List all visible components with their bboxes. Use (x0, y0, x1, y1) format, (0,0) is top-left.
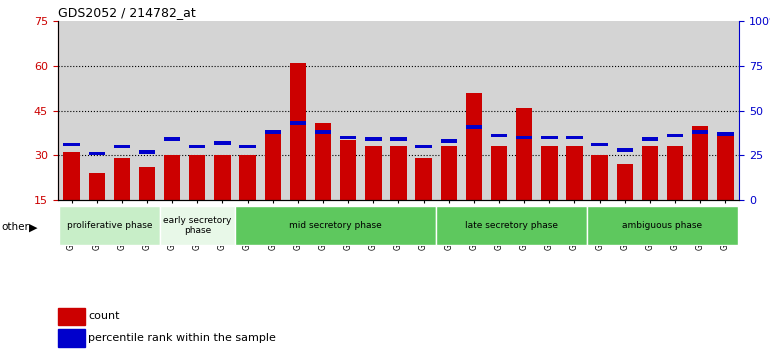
Bar (59, 206, 159, 245)
Bar (587, 206, 738, 245)
Text: other: other (2, 222, 29, 232)
Bar (491, 134, 507, 137)
Bar (114, 158, 130, 200)
Bar (617, 148, 633, 152)
Bar (63, 143, 80, 147)
Bar (58, 329, 85, 347)
Bar (591, 155, 608, 200)
Bar (541, 147, 557, 200)
Bar (89, 173, 105, 200)
Bar (214, 141, 231, 144)
Bar (365, 137, 381, 141)
Text: proliferative phase: proliferative phase (66, 221, 152, 230)
Bar (390, 147, 407, 200)
Bar (436, 206, 587, 245)
Bar (516, 136, 532, 139)
Bar (641, 147, 658, 200)
Bar (159, 206, 235, 245)
Bar (466, 125, 482, 129)
Bar (164, 155, 180, 200)
Bar (516, 108, 532, 200)
Bar (63, 152, 80, 200)
Text: mid secretory phase: mid secretory phase (290, 221, 382, 230)
Bar (315, 122, 331, 200)
Bar (340, 141, 357, 200)
Text: GDS2052 / 214782_at: GDS2052 / 214782_at (58, 6, 196, 19)
Bar (265, 130, 281, 134)
Text: early secretory
phase: early secretory phase (163, 216, 232, 235)
Bar (189, 144, 206, 148)
Text: ambiguous phase: ambiguous phase (622, 221, 702, 230)
Bar (667, 134, 683, 137)
Bar (365, 147, 381, 200)
Bar (139, 167, 156, 200)
Bar (416, 144, 432, 148)
Bar (617, 164, 633, 200)
Bar (189, 155, 206, 200)
Bar (290, 121, 306, 125)
Bar (440, 139, 457, 143)
Bar (290, 63, 306, 200)
Bar (667, 147, 683, 200)
Text: percentile rank within the sample: percentile rank within the sample (89, 333, 276, 343)
Bar (390, 137, 407, 141)
Bar (692, 126, 708, 200)
Bar (566, 147, 583, 200)
Bar (566, 136, 583, 139)
Bar (717, 135, 734, 200)
Bar (340, 136, 357, 139)
Bar (239, 144, 256, 148)
Bar (315, 130, 331, 134)
Bar (139, 150, 156, 154)
Bar (541, 136, 557, 139)
Bar (214, 155, 231, 200)
Text: count: count (89, 312, 120, 321)
Bar (692, 130, 708, 134)
Text: ▶: ▶ (29, 222, 38, 232)
Bar (491, 147, 507, 200)
Bar (641, 137, 658, 141)
Bar (416, 158, 432, 200)
Bar (265, 135, 281, 200)
Bar (235, 206, 436, 245)
Bar (114, 144, 130, 148)
Bar (466, 93, 482, 200)
Bar (591, 143, 608, 147)
Text: late secretory phase: late secretory phase (465, 221, 558, 230)
Bar (440, 147, 457, 200)
Bar (717, 132, 734, 136)
Bar (239, 155, 256, 200)
Bar (58, 308, 85, 325)
Bar (164, 137, 180, 141)
Bar (89, 152, 105, 155)
